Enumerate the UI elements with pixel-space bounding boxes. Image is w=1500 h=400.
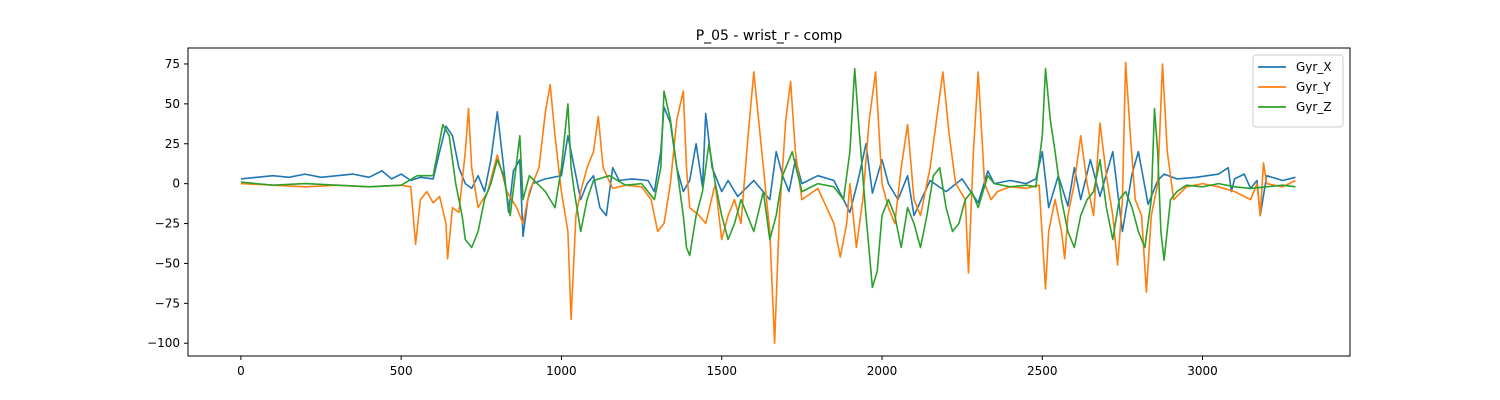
y-tick-label: 25 xyxy=(165,137,180,151)
y-tick-label: −75 xyxy=(155,296,180,310)
y-tick-label: −25 xyxy=(155,217,180,231)
y-tick-label: 0 xyxy=(172,177,180,191)
x-tick-label: 1500 xyxy=(706,364,737,378)
series-line-gyr-z xyxy=(240,67,1296,289)
legend-label: Gyr_X xyxy=(1296,60,1332,74)
y-tick-label: −50 xyxy=(155,256,180,270)
plot-frame xyxy=(187,47,1351,357)
legend-box xyxy=(1252,54,1344,128)
y-tick-label: −100 xyxy=(147,336,180,350)
legend-label: Gyr_Z xyxy=(1296,100,1332,114)
x-tick-label: 500 xyxy=(390,364,413,378)
x-tick-label: 2500 xyxy=(1027,364,1058,378)
series-line-gyr-x xyxy=(240,106,1296,238)
y-tick-label: 50 xyxy=(165,97,180,111)
axes: 0 500 1000 1500 2000 2500 3000 75 50 25 0 −25 −50 −75… xyxy=(147,57,1218,378)
x-tick-label: 3000 xyxy=(1187,364,1218,378)
x-tick-label: 1000 xyxy=(546,364,577,378)
plot-series xyxy=(240,61,1296,344)
chart-title: P_05 - wrist_r - comp xyxy=(696,28,843,44)
y-tick-label: 75 xyxy=(165,57,180,71)
series-line-gyr-y xyxy=(240,61,1296,344)
x-tick-label: 0 xyxy=(237,364,245,378)
x-tick-label: 2000 xyxy=(867,364,898,378)
legend-label: Gyr_Y xyxy=(1296,80,1331,94)
legend: Gyr_X Gyr_Y Gyr_Z xyxy=(1252,54,1344,128)
